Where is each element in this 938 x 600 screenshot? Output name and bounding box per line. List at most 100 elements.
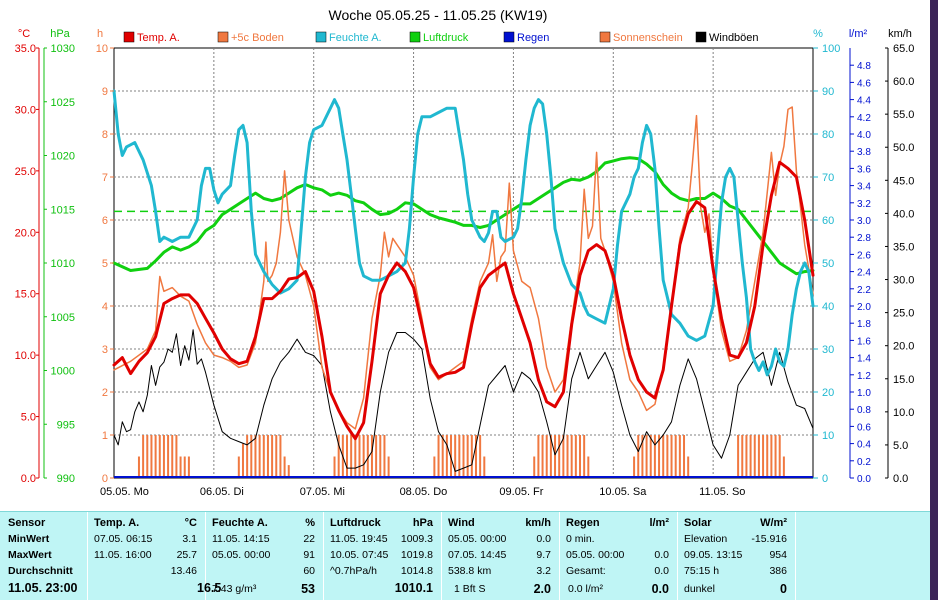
pressure-avg-value: 1014.8	[400, 565, 433, 577]
wind-tick-label: 10.0	[893, 407, 914, 419]
rain-current-text: 0.0 l/m²	[568, 583, 604, 595]
temp-max-date: 11.05. 16:00	[94, 549, 152, 561]
sensor-title: Sensor	[8, 517, 46, 529]
legend-label: Luftdruck	[423, 32, 469, 44]
humidity-min-date: 11.05. 14:15	[212, 533, 270, 545]
humidity-tick-label: 0	[822, 473, 828, 485]
rain-tick-label: 1.8	[857, 319, 871, 330]
temp-tick-label: 25.0	[15, 166, 36, 178]
humidity-tick-label: 60	[822, 215, 834, 227]
humidity-title: Feuchte A.	[212, 517, 268, 529]
pressure-column: Luftdruck hPa 11.05. 19:45 1009.3 10.05. 0…	[324, 512, 442, 600]
rain-unit: l/m²	[649, 517, 669, 529]
pressure-tick-label: 1010	[51, 258, 75, 270]
temp-tick-label: 30.0	[15, 104, 36, 116]
sunshine-tick-label: 0	[102, 473, 108, 485]
rain-tick-label: 4.4	[857, 96, 871, 107]
rain-tick-label: 3.6	[857, 164, 871, 175]
humidity-tick-label: 30	[822, 344, 834, 356]
rain-tick-label: 4.6	[857, 78, 871, 89]
series-line-5c-boden	[113, 106, 814, 430]
rain-tick-label: 3.4	[857, 182, 871, 193]
legend-label: Temp. A.	[137, 32, 180, 44]
sunshine-tick-label: 1	[102, 430, 108, 442]
temp-avg-value: 13.46	[170, 565, 197, 577]
solar-current-value: 0	[780, 582, 787, 596]
wind-tick-label: 20.0	[893, 341, 914, 353]
wind-title: Wind	[448, 517, 475, 529]
sunshine-unit-label: h	[97, 28, 103, 40]
rain-tick-label: 2.2	[857, 285, 871, 296]
temp-tick-label: 20.0	[15, 227, 36, 239]
rain-tick-label: 1.2	[857, 371, 871, 382]
sunshine-tick-label: 9	[102, 86, 108, 98]
series-line-luftdruck	[112, 156, 815, 276]
rain-max-date: 05.05. 00:00	[566, 549, 625, 561]
rain-tick-label: 0.0	[857, 474, 871, 485]
wind-tick-label: 40.0	[893, 208, 914, 220]
humidity-column: Feuchte A.% 11.05. 14:15 22 05.05. 00:00 9…	[206, 512, 324, 600]
rain-unit-label: l/m²	[849, 28, 868, 40]
rain-tick-label: 0.6	[857, 422, 871, 433]
rain-tick-label: 2.0	[857, 302, 871, 313]
wind-tick-label: 45.0	[893, 175, 914, 187]
sunshine-tick-label: 7	[102, 172, 108, 184]
max-label: MaxWert	[8, 549, 52, 561]
wind-unit-label: km/h	[888, 28, 912, 40]
wind-min-date: 05.05. 00:00	[448, 533, 507, 545]
day-label: 07.05. Mi	[300, 486, 345, 498]
solar-max-date: 09.05. 13:15	[684, 549, 743, 561]
pressure-title: Luftdruck	[330, 517, 381, 529]
humidity-tick-label: 40	[822, 301, 834, 313]
day-label: 08.05. Do	[400, 486, 448, 498]
rain-title: Regen	[566, 517, 600, 529]
solar-column: Solar W/m² Elevation -15.916 09.05. 13:15 9…	[678, 512, 796, 600]
pressure-current-value: 1010.1	[394, 581, 433, 595]
weather-chart: 0.05.010.015.020.025.030.035.09909951000…	[15, 7, 915, 498]
wind-avg-value: 3.2	[536, 565, 551, 577]
legend-label: Regen	[517, 32, 549, 44]
wind-current-value: 2.0	[533, 582, 551, 596]
humidity-max-value: 91	[303, 549, 315, 561]
avg-label: Durchschnitt	[8, 565, 73, 577]
sunshine-tick-label: 10	[96, 43, 108, 55]
rain-total-value: 0.0	[654, 565, 669, 577]
rain-tick-label: 4.0	[857, 130, 871, 141]
wind-tick-label: 5.0	[893, 440, 908, 452]
rain-current-value: 0.0	[651, 582, 669, 596]
legend-swatch	[599, 31, 611, 43]
temp-max-value: 25.7	[176, 549, 197, 561]
solar-state: dunkel	[684, 583, 715, 595]
wind-tick-label: 30.0	[893, 275, 914, 287]
wind-distance: 538.8 km	[448, 565, 492, 577]
wind-tick-label: 55.0	[893, 109, 914, 121]
sunshine-tick-label: 3	[102, 344, 108, 356]
pressure-min-date: 11.05. 19:45	[330, 533, 388, 545]
wind-tick-label: 15.0	[893, 374, 914, 386]
rain-tick-label: 3.0	[857, 216, 871, 227]
pressure-max-date: 10.05. 07:45	[330, 549, 389, 561]
humidity-tick-label: 50	[822, 258, 834, 270]
pressure-unit-label: hPa	[50, 28, 70, 40]
temp-unit-label: °C	[18, 28, 30, 40]
rain-tick-label: 4.8	[857, 61, 871, 72]
temp-min-value: 3.1	[182, 533, 197, 545]
sunshine-tick-label: 4	[102, 301, 108, 313]
humidity-unit: %	[305, 517, 315, 529]
wind-tick-label: 60.0	[893, 76, 914, 88]
sensor-column: Sensor MinWert MaxWert Durchschnitt 11.0…	[0, 512, 88, 600]
rain-tick-label: 1.6	[857, 336, 871, 347]
pressure-tick-label: 1020	[51, 151, 75, 163]
pressure-tick-label: 1015	[51, 204, 75, 216]
humidity-tick-label: 10	[822, 430, 834, 442]
solar-max-value: 954	[769, 549, 787, 561]
rain-tick-label: 0.2	[857, 457, 871, 468]
wind-min-value: 0.0	[536, 533, 551, 545]
series-line-feuchte-a	[112, 89, 815, 377]
temp-current-value: 16.5	[197, 581, 222, 595]
day-label: 05.05. Mo	[100, 486, 149, 498]
wind-column: Wind km/h 05.05. 00:00 0.0 07.05. 14:45 9.7…	[442, 512, 560, 600]
min-label: MinWert	[8, 533, 50, 545]
solar-unit: W/m²	[760, 517, 787, 529]
rain-column: Regen l/m² 0 min. 05.05. 00:00 0.0 Gesamt:…	[560, 512, 678, 600]
